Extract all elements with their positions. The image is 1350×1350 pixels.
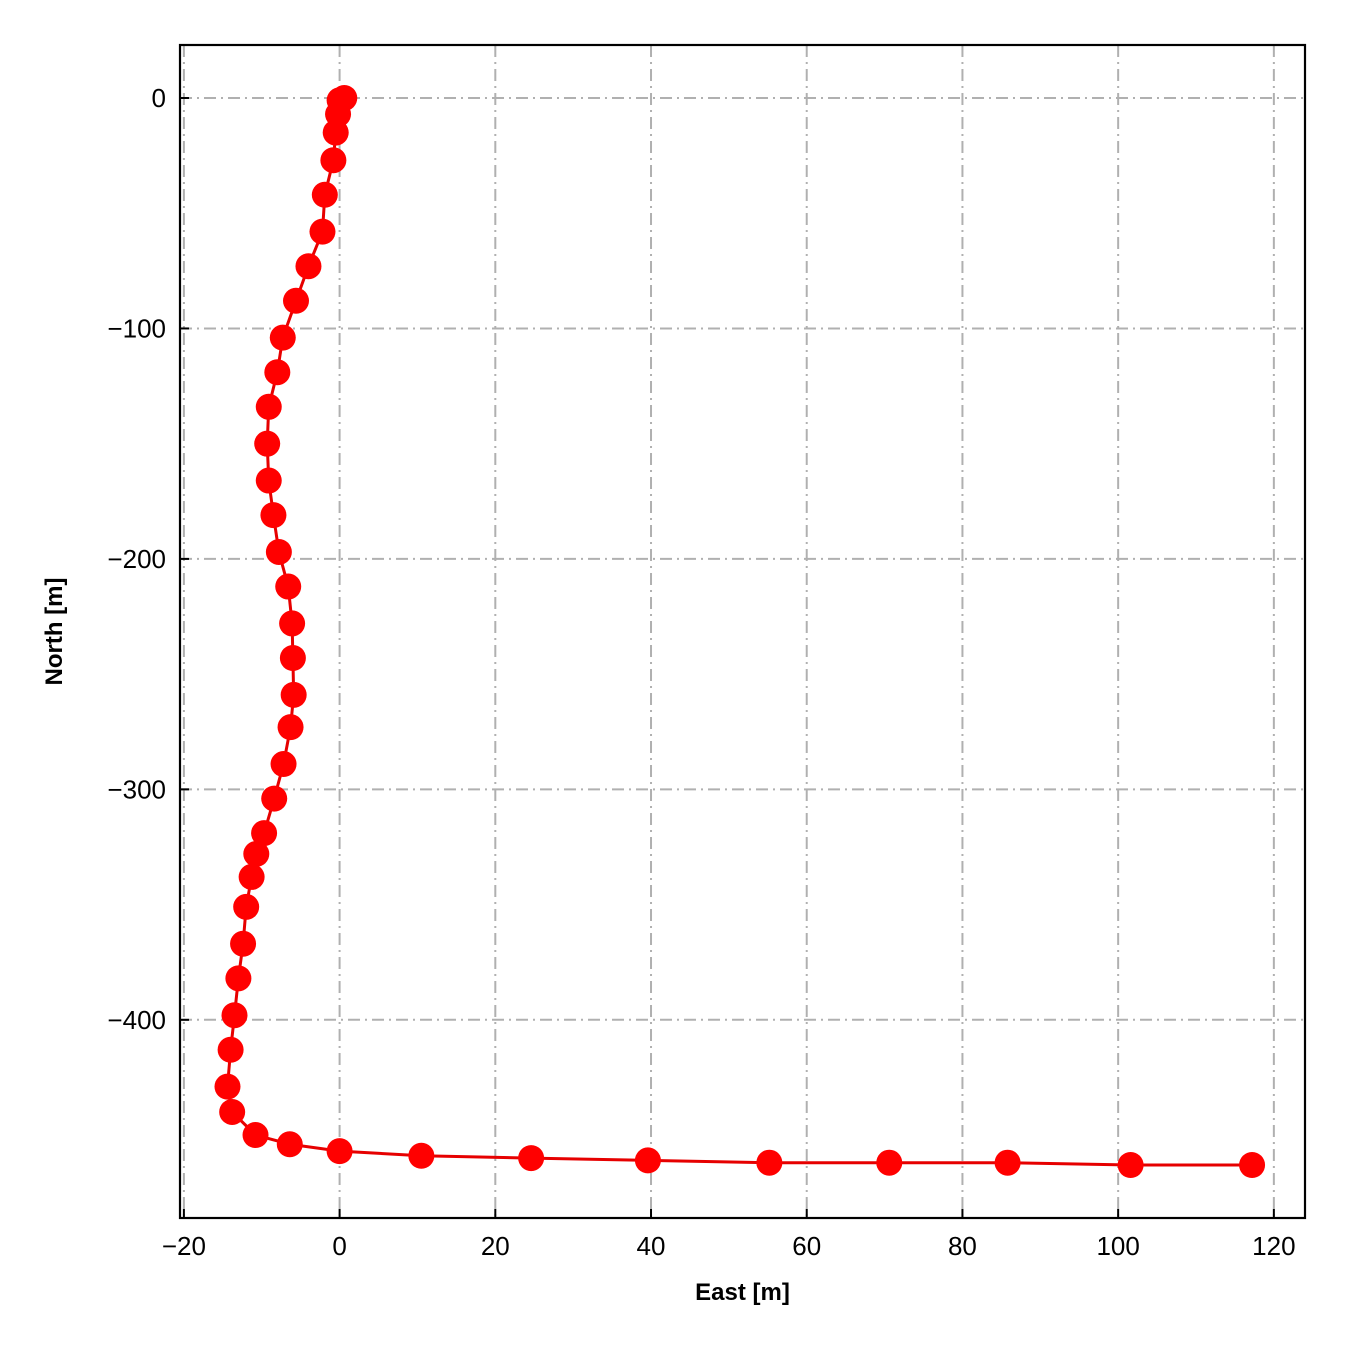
data-point: [255, 393, 282, 420]
data-point: [261, 785, 288, 812]
x-tick-label: 100: [1096, 1231, 1139, 1261]
data-point: [251, 820, 278, 847]
x-tick-label: −20: [162, 1231, 206, 1261]
data-point: [242, 1122, 269, 1149]
data-point: [230, 930, 257, 957]
data-point: [295, 253, 322, 280]
y-tick-label: −200: [107, 544, 166, 574]
data-point: [264, 359, 291, 386]
y-ticks: 0 −100 −200 −300 −400: [107, 83, 189, 1035]
data-point: [1117, 1151, 1144, 1178]
x-tick-label: 20: [481, 1231, 510, 1261]
data-point: [279, 645, 306, 672]
data-point: [233, 893, 260, 920]
y-tick-label: 0: [152, 83, 166, 113]
data-point: [275, 573, 302, 600]
data-point: [214, 1073, 241, 1100]
data-point: [243, 840, 270, 867]
data-point: [994, 1149, 1021, 1176]
data-point: [634, 1147, 661, 1174]
data-point: [756, 1149, 783, 1176]
data-point: [322, 119, 349, 146]
x-tick-label: 80: [948, 1231, 977, 1261]
series-line: [225, 96, 1253, 1167]
data-point: [876, 1149, 903, 1176]
x-tick-label: 60: [792, 1231, 821, 1261]
y-axis-label: North [m]: [41, 578, 68, 686]
data-point: [326, 1138, 353, 1165]
data-point: [277, 714, 304, 741]
x-ticks: −20 0 20 40 60 80 100 120: [162, 1209, 1296, 1261]
x-axis-label: East [m]: [695, 1279, 790, 1306]
y-tick-label: −100: [107, 313, 166, 343]
data-point: [311, 181, 338, 208]
data-point: [217, 1036, 244, 1063]
y-tick-label: −400: [107, 1005, 166, 1035]
data-point: [221, 1002, 248, 1029]
data-point: [260, 502, 287, 529]
y-tick-label: −300: [107, 774, 166, 804]
data-point: [255, 467, 282, 494]
data-point: [270, 751, 297, 778]
data-point: [269, 324, 296, 351]
data-point: [320, 147, 347, 174]
series: [214, 85, 1266, 1178]
data-point: [309, 218, 336, 245]
data-point: [518, 1145, 545, 1172]
data-point: [1239, 1151, 1266, 1178]
data-point: [276, 1131, 303, 1158]
x-tick-label: 120: [1252, 1231, 1295, 1261]
data-point: [225, 965, 252, 992]
plot-area-frame: [178, 43, 1307, 1220]
data-point: [219, 1098, 246, 1125]
data-point: [280, 681, 307, 708]
x-tick-label: 0: [332, 1231, 346, 1261]
data-point: [408, 1142, 435, 1169]
data-point: [254, 430, 281, 457]
grid: [180, 45, 1305, 1218]
data-point: [279, 610, 306, 637]
data-point: [283, 287, 310, 314]
x-tick-label: 40: [637, 1231, 666, 1261]
data-point: [238, 863, 265, 890]
data-point: [265, 538, 292, 565]
